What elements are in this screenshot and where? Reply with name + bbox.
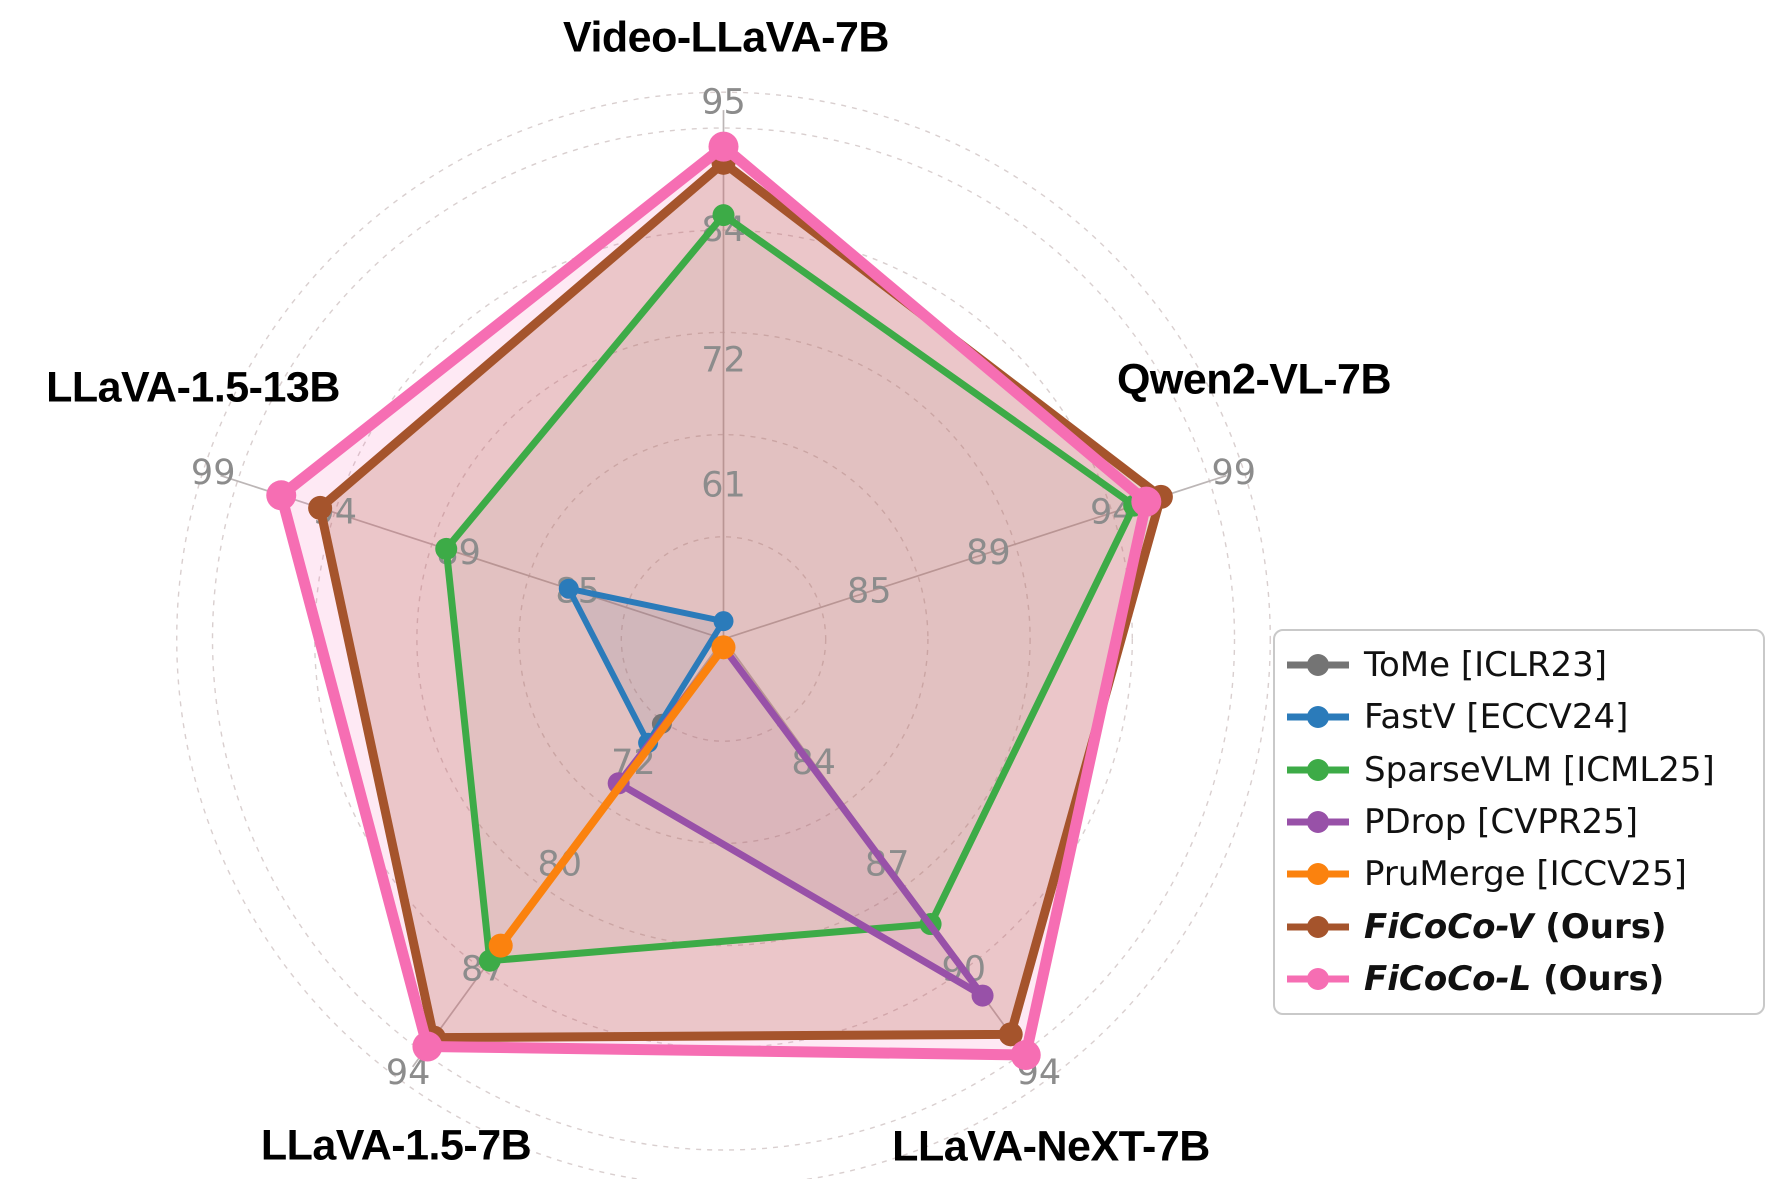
tick-label: 99 (1212, 453, 1257, 493)
legend: ToMe [ICLR23] FastV [ECCV24] SparseVLM [IC… (1273, 629, 1765, 1015)
ficoco-l-point (708, 131, 739, 162)
ficoco-v-point (998, 1022, 1023, 1047)
pdrop-fill (618, 647, 983, 996)
ficoco-l-point (412, 1031, 443, 1062)
axis-title-video-llava-7b: Video-LLaVA-7B (563, 13, 889, 62)
axis-title-qwen2-vl-7b: Qwen2-VL-7B (1116, 355, 1392, 404)
tick-label: 99 (191, 453, 236, 493)
legend-item-tome: ToMe [ICLR23] (1285, 639, 1753, 691)
tick-labels: 6172849585899499848790947280879485899499 (191, 82, 1256, 1093)
legend-label: FiCoCo-V (Ours) (1364, 906, 1667, 947)
ficoco-l-series (266, 131, 1162, 1070)
series-fills (281, 146, 1161, 1055)
ficoco-l-point (1010, 1039, 1041, 1070)
tome-legend-marker (1287, 654, 1349, 677)
legend-item-ficoco-l: FiCoCo-L (Ours) (1285, 953, 1753, 1005)
ficoco-l-fill (281, 146, 1147, 1055)
legend-item-sparsevlm: SparseVLM [ICML25] (1285, 744, 1753, 796)
prumerge-series (488, 635, 736, 958)
ficoco-l-point (1131, 486, 1162, 517)
pdrop-point (971, 984, 994, 1007)
tick-label: 61 (701, 466, 746, 506)
prumerge-point (488, 933, 513, 958)
legend-item-ficoco-v: FiCoCo-V (Ours) (1285, 900, 1753, 952)
axis-title-llava-next-7b: LLaVA-NeXT-7B (892, 1122, 1210, 1171)
legend-item-prumerge: PruMerge [ICCV25] (1285, 848, 1753, 900)
sparsevlm-point (712, 204, 735, 227)
tick-label: 89 (966, 533, 1011, 573)
ficoco-l-legend-marker (1287, 967, 1349, 990)
sparsevlm-legend-marker (1287, 758, 1349, 781)
legend-item-pdrop: PDrop [CVPR25] (1285, 796, 1753, 848)
legend-label: FastV [ECCV24] (1364, 697, 1629, 738)
axis-title-llava-1-5-13b: LLaVA-1.5-13B (46, 363, 340, 412)
legend-label: ToMe [ICLR23] (1364, 645, 1607, 686)
legend-label: FiCoCo-L (Ours) (1364, 958, 1665, 999)
fastv-point (713, 611, 734, 632)
fastv-point (558, 578, 579, 599)
fastv-fill (568, 588, 724, 743)
sparsevlm-point (435, 537, 458, 560)
ficoco-v-fill (320, 162, 1161, 1038)
legend-item-fastv: FastV [ECCV24] (1285, 691, 1753, 743)
legend-label: SparseVLM [ICML25] (1364, 749, 1715, 790)
ficoco-v-legend-marker (1287, 915, 1349, 938)
axis-title-llava-1-5-7b: LLaVA-1.5-7B (260, 1121, 532, 1170)
ficoco-l-point (266, 480, 297, 511)
tick-label: 72 (701, 341, 746, 381)
tick-label: 85 (847, 572, 892, 612)
fastv-legend-marker (1287, 706, 1349, 729)
tick-label: 95 (701, 82, 746, 122)
legend-label: PDrop [CVPR25] (1364, 801, 1639, 842)
pdrop-legend-marker (1287, 810, 1349, 833)
ficoco-v-point (308, 495, 333, 520)
legend-label: PruMerge [ICCV25] (1364, 854, 1687, 895)
ficoco-v-series (308, 150, 1173, 1050)
prumerge-legend-marker (1287, 863, 1349, 886)
prumerge-point (711, 635, 736, 660)
